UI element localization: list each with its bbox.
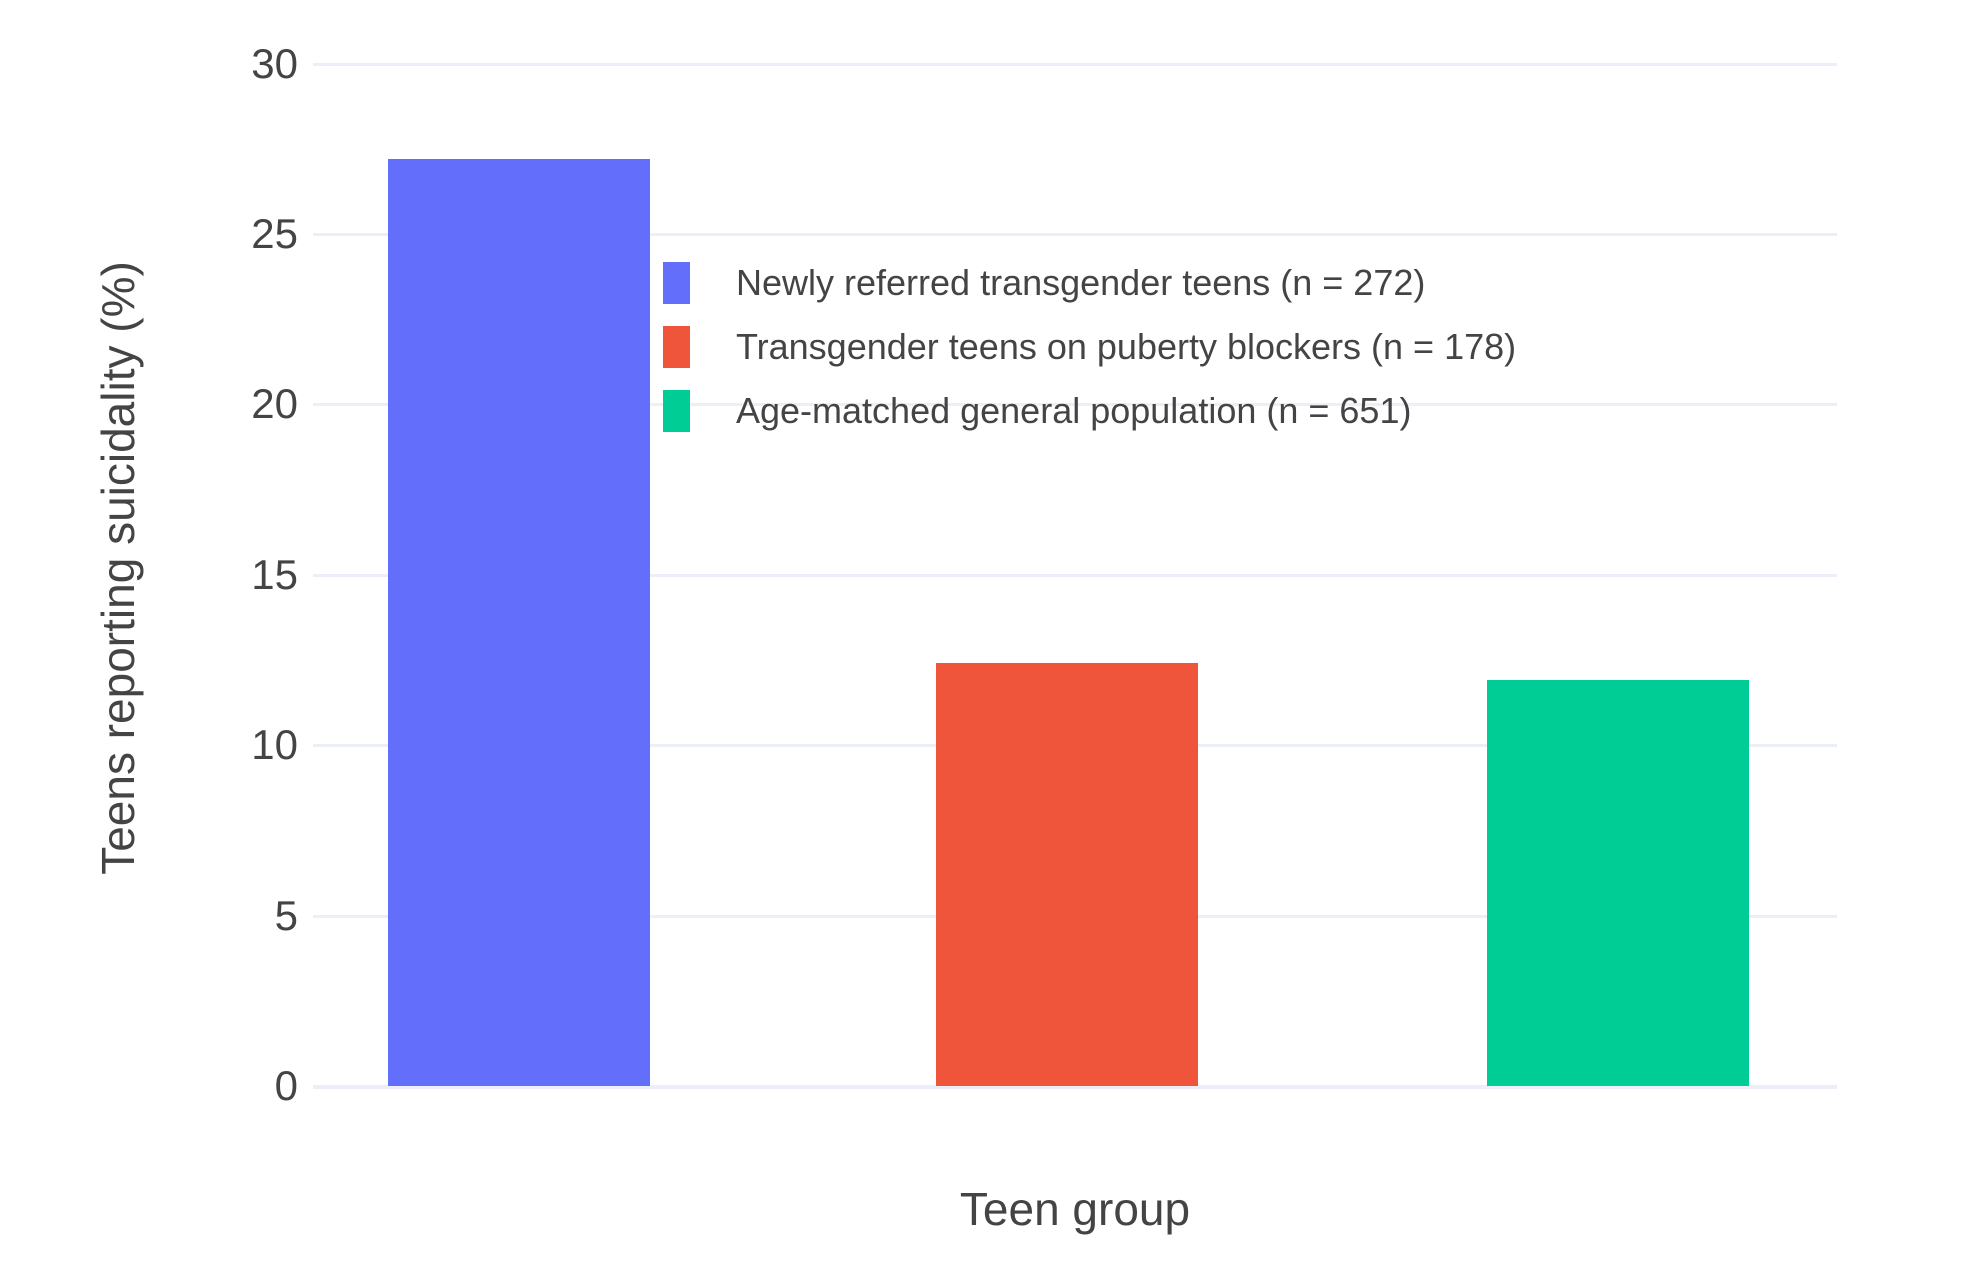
gridline [313,573,1837,577]
legend-swatch-icon [663,326,690,368]
y-tick-label: 0 [274,1062,298,1109]
legend-swatch-icon [663,390,690,432]
legend: Newly referred transgender teens (n = 27… [663,262,1516,454]
y-tick-label: 20 [251,380,298,428]
legend-item-1[interactable]: Transgender teens on puberty blockers (n… [663,326,1516,368]
gridline [313,233,1837,237]
zero-gridline [313,1085,1837,1089]
bar-0[interactable] [387,159,650,1086]
legend-item-2[interactable]: Age-matched general population (n = 651) [663,390,1516,432]
gridline [313,403,1837,407]
x-axis-title: Teen group [959,1183,1191,1235]
bar-2[interactable] [1486,680,1749,1086]
legend-label: Age-matched general population (n = 651) [736,390,1412,431]
legend-item-0[interactable]: Newly referred transgender teens (n = 27… [663,262,1516,304]
y-tick-label: 10 [251,721,298,769]
y-tick-label: 25 [251,210,298,258]
bar-1[interactable] [936,663,1199,1086]
y-axis-title: Teens reporting suicidality (%) [92,261,144,875]
y-tick-label: 5 [274,891,298,939]
plot-area[interactable] [313,50,1837,1089]
gridline [313,62,1837,66]
y-tick-label: 15 [251,550,298,598]
legend-label: Transgender teens on puberty blockers (n… [736,326,1517,367]
legend-label: Newly referred transgender teens (n = 27… [736,262,1426,303]
y-tick-label: 30 [251,39,298,87]
legend-swatch-icon [663,262,690,304]
